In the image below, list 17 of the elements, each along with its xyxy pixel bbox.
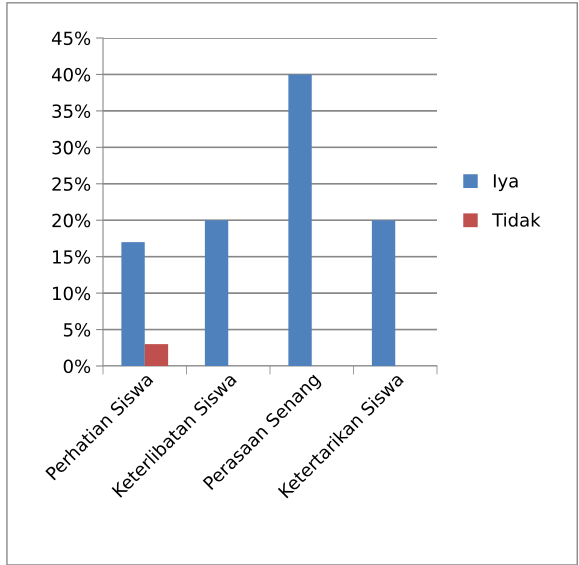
y-tick-label: 0% (64, 359, 90, 374)
y-tick-label: 10% (53, 286, 90, 300)
y-tick-label: 15% (53, 250, 90, 264)
bar (204, 220, 228, 366)
y-tick-label: 20% (52, 214, 90, 228)
legend-label: Tidak (492, 212, 541, 227)
bar (121, 242, 145, 366)
y-tick-label: 25% (52, 177, 90, 191)
bar (372, 220, 396, 366)
y-tick-label: 30% (52, 140, 90, 154)
y-tick-label: 45% (52, 31, 90, 46)
y-tick-label: 40% (52, 68, 90, 82)
y-tick-label: 35% (52, 104, 90, 118)
bar (144, 344, 168, 366)
legend-label: Iya (494, 174, 518, 192)
y-tick-label: 5% (64, 323, 90, 337)
bar (288, 74, 312, 366)
